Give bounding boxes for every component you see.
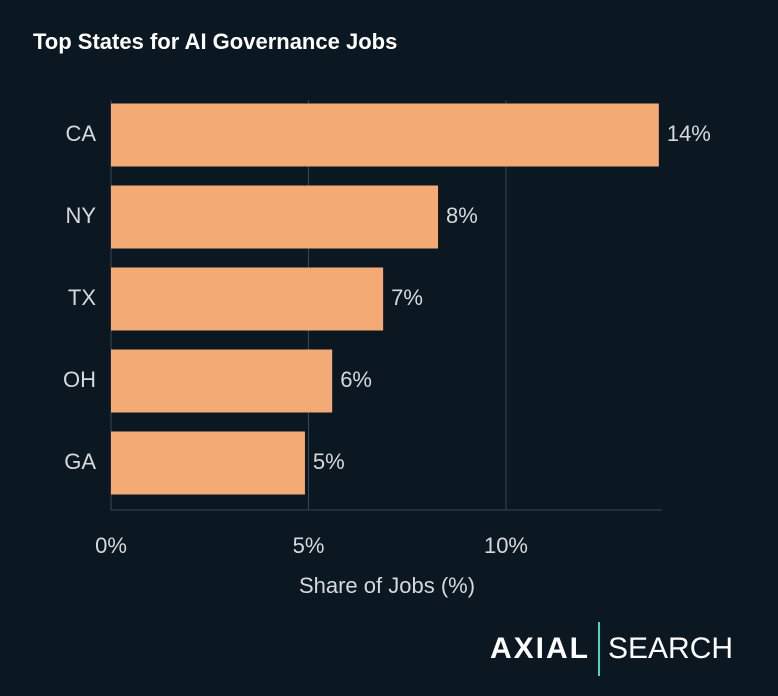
y-tick-label: GA (64, 449, 96, 474)
y-tick-label: OH (63, 367, 96, 392)
bar (111, 349, 333, 413)
y-tick-label: TX (68, 285, 96, 310)
x-axis-title: Share of Jobs (%) (299, 573, 475, 598)
logo-product: SEARCH (608, 632, 733, 665)
value-label: 7% (391, 285, 423, 310)
bar (111, 185, 439, 249)
x-tick-label: 5% (293, 533, 325, 558)
chart-title: Top States for AI Governance Jobs (33, 29, 397, 54)
logo-brand: AXIAL (490, 632, 590, 665)
bar (111, 267, 384, 331)
y-tick-label: CA (65, 121, 96, 146)
value-label: 5% (313, 449, 345, 474)
bar (111, 431, 305, 495)
y-tick-label: NY (65, 203, 96, 228)
bar (111, 103, 659, 167)
value-label: 8% (446, 203, 478, 228)
x-tick-label: 10% (484, 533, 528, 558)
x-tick-label: 0% (95, 533, 127, 558)
value-label: 6% (340, 367, 372, 392)
value-label: 14% (667, 121, 711, 146)
